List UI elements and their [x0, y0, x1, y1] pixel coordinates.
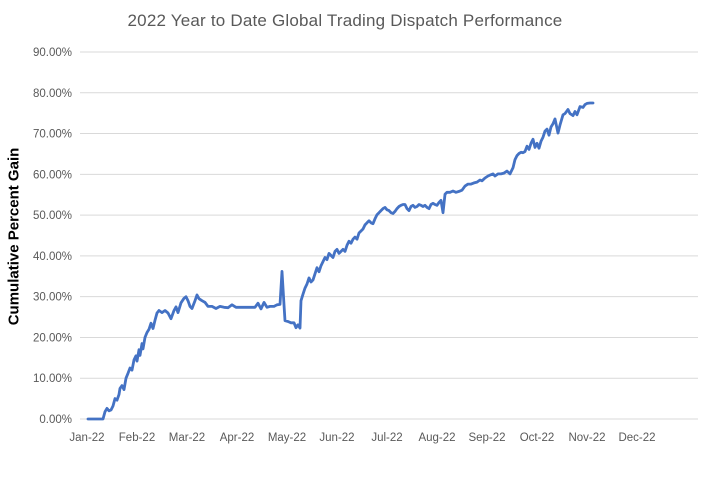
- y-tick-label: 80.00%: [33, 88, 72, 100]
- x-tick-label: Aug-22: [418, 432, 455, 444]
- x-tick-label: Dec-22: [618, 432, 655, 444]
- y-tick-label: 30.00%: [33, 292, 72, 304]
- x-tick-label: Mar-22: [169, 432, 205, 444]
- y-tick-label: 90.00%: [33, 47, 72, 59]
- performance-line: [86, 101, 595, 421]
- x-tick-label: Jan-22: [69, 432, 104, 444]
- y-tick-label: 50.00%: [33, 210, 72, 222]
- y-tick-label: 70.00%: [33, 129, 72, 141]
- x-tick-label: Nov-22: [568, 432, 605, 444]
- y-tick-label: 60.00%: [33, 169, 72, 181]
- y-tick-label: 10.00%: [33, 373, 72, 385]
- x-tick-label: Oct-22: [520, 432, 555, 444]
- x-tick-label: Sep-22: [468, 432, 505, 444]
- x-tick-label: Jul-22: [371, 432, 402, 444]
- y-tick-label: 40.00%: [33, 251, 72, 263]
- x-tick-label: Apr-22: [220, 432, 255, 444]
- y-tick-label: 20.00%: [33, 332, 72, 344]
- chart-title: 2022 Year to Date Global Trading Dispatc…: [127, 11, 563, 30]
- x-tick-label: May-22: [268, 432, 306, 444]
- y-tick-label: 0.00%: [39, 414, 72, 426]
- x-tick-label: Feb-22: [119, 432, 155, 444]
- x-tick-label: Jun-22: [319, 432, 354, 444]
